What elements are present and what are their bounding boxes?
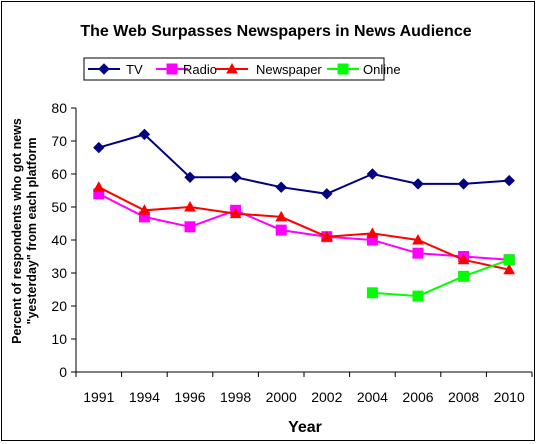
legend-label-radio: Radio — [183, 62, 217, 77]
data-point-online — [503, 254, 515, 266]
series-newspaper — [92, 181, 516, 275]
data-point-newspaper — [92, 181, 105, 192]
legend-label-newspaper: Newspaper — [256, 62, 322, 77]
data-point-online — [458, 270, 470, 282]
data-point-tv — [184, 171, 196, 184]
series-line-online — [372, 258, 510, 298]
data-point-tv — [412, 178, 424, 190]
x-tick-label: 1991 — [83, 389, 114, 405]
x-tick-label: 2002 — [311, 389, 342, 405]
data-point-newspaper — [275, 210, 288, 222]
y-tick-label: 30 — [51, 265, 67, 281]
y-axis-title-line-1: Percent of respondents who got news — [10, 118, 24, 344]
y-tick-label: 60 — [51, 166, 67, 182]
data-point-newspaper — [457, 253, 470, 265]
data-point-tv — [138, 128, 151, 141]
legend-label-online: Online — [363, 62, 401, 77]
legend-marker-newspaper — [226, 62, 238, 74]
legend-marker-online — [337, 63, 349, 75]
data-point-tv — [229, 171, 242, 184]
legend-item-tv: TV — [88, 62, 143, 77]
x-tick-label: 2008 — [448, 389, 479, 405]
axes — [71, 107, 533, 377]
y-axis-title: Percent of respondents who got news "yes… — [10, 118, 39, 344]
series-tv — [93, 128, 515, 200]
y-tick-labels: 0 10 20 30 40 50 60 70 80 — [51, 100, 67, 380]
y-axis-title-line-2: "yesterday" from each platform — [25, 138, 39, 325]
data-point-tv — [275, 181, 287, 193]
legend-item-newspaper: Newspaper — [216, 62, 322, 77]
legend-label-tv: TV — [126, 62, 143, 77]
data-point-radio — [412, 247, 424, 259]
x-tick-labels: 1991 1994 1996 1998 2000 2002 2004 2006 2008 2010 — [83, 389, 525, 405]
x-tick-label: 2000 — [266, 389, 297, 405]
y-tick-label: 40 — [51, 232, 67, 248]
data-point-newspaper — [229, 207, 242, 219]
data-point-newspaper — [184, 200, 196, 212]
plot-series — [92, 128, 516, 302]
x-tick-label: 1998 — [220, 389, 251, 405]
x-tick-label: 1994 — [129, 389, 160, 405]
data-point-online — [366, 287, 378, 299]
data-point-tv — [366, 168, 379, 180]
data-point-newspaper — [366, 227, 379, 238]
x-tick-label: 1996 — [174, 389, 205, 405]
x-axis-title: Year — [288, 419, 322, 436]
series-line-radio — [98, 192, 510, 261]
data-point-radio — [184, 221, 196, 233]
y-tick-label: 0 — [59, 364, 67, 380]
data-point-tv — [457, 178, 470, 190]
data-point-online — [412, 290, 424, 302]
data-point-newspaper — [412, 233, 424, 245]
data-point-newspaper — [503, 263, 516, 275]
series-line-tv — [98, 133, 510, 195]
legend: TV Radio Newspaper Online — [83, 57, 401, 81]
chart-title: The Web Surpasses Newspapers in News Aud… — [80, 23, 471, 40]
legend-marker-tv — [98, 63, 110, 75]
y-tick-label: 50 — [51, 199, 67, 215]
data-point-tv — [321, 188, 333, 200]
x-tick-label: 2006 — [402, 389, 433, 405]
y-tick-label: 10 — [51, 331, 67, 347]
data-point-radio — [275, 224, 287, 236]
x-tick-label: 2004 — [357, 389, 388, 405]
series-line-newspaper — [98, 186, 510, 271]
data-point-tv — [503, 174, 515, 187]
legend-item-radio: Radio — [156, 62, 217, 77]
y-tick-label: 70 — [51, 133, 67, 149]
data-point-tv — [93, 141, 105, 154]
legend-marker-radio — [166, 63, 178, 75]
y-tick-label: 80 — [51, 100, 67, 116]
series-online — [366, 254, 515, 302]
x-tick-label: 2010 — [494, 389, 525, 405]
y-tick-label: 20 — [51, 298, 67, 314]
legend-item-online: Online — [327, 62, 401, 77]
data-point-newspaper — [138, 204, 151, 215]
data-point-newspaper — [320, 230, 333, 242]
